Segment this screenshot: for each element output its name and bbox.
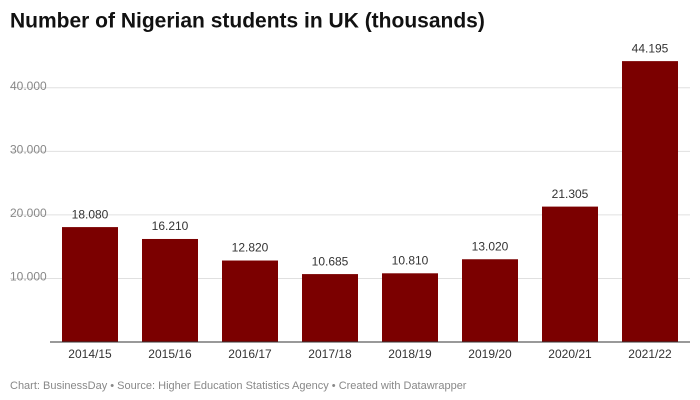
footer: Chart: BusinessDay • Source: Higher Educ… xyxy=(10,380,467,392)
bar xyxy=(142,238,198,342)
x-tick-label: 2017/18 xyxy=(308,347,352,361)
x-tick-label: 2014/15 xyxy=(68,347,112,361)
bar xyxy=(382,273,438,342)
value-label: 10.810 xyxy=(392,253,429,267)
value-label: 16.210 xyxy=(152,219,189,233)
value-label: 18.080 xyxy=(72,207,109,221)
x-tick-label: 2015/16 xyxy=(148,347,192,361)
x-tick-label: 2018/19 xyxy=(388,347,432,361)
value-label: 21.305 xyxy=(552,187,589,201)
bar xyxy=(302,274,358,342)
value-label: 10.685 xyxy=(312,254,349,268)
y-tick-label: 10.000 xyxy=(10,270,47,284)
bar xyxy=(622,61,678,343)
x-tick-label: 2020/21 xyxy=(548,347,592,361)
x-tick-label: 2021/22 xyxy=(628,347,672,361)
y-tick-label: 40.000 xyxy=(10,79,47,93)
y-tick-label: 30.000 xyxy=(10,143,47,157)
value-label: 13.020 xyxy=(472,239,509,253)
value-label: 12.820 xyxy=(232,241,269,255)
x-tick-label: 2019/20 xyxy=(468,347,512,361)
y-tick-label: 20.000 xyxy=(10,206,47,220)
x-tick-label: 2016/17 xyxy=(228,347,272,361)
bar xyxy=(542,206,598,342)
bar xyxy=(62,227,118,342)
bar xyxy=(462,259,518,342)
value-label: 44.195 xyxy=(632,41,669,55)
chart-title: Number of Nigerian students in UK (thous… xyxy=(10,10,485,33)
bar xyxy=(222,260,278,342)
